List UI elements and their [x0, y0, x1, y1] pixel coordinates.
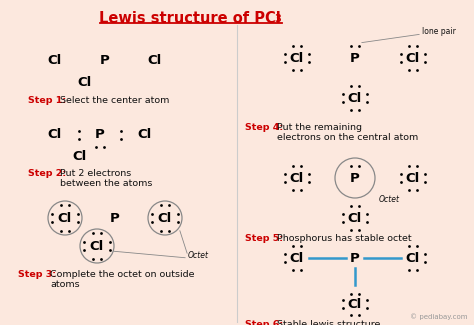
Text: Step 2:: Step 2:: [28, 169, 66, 178]
Text: Step 6:: Step 6:: [245, 320, 283, 325]
Text: Put 2 electrons
between the atoms: Put 2 electrons between the atoms: [60, 169, 152, 188]
Text: Cl: Cl: [48, 54, 62, 67]
Text: Cl: Cl: [138, 128, 152, 141]
Text: Select the center atom: Select the center atom: [60, 96, 169, 105]
Text: Cl: Cl: [58, 212, 72, 225]
Text: P: P: [350, 172, 360, 185]
Text: Cl: Cl: [348, 212, 362, 225]
Text: lone pair: lone pair: [422, 28, 456, 36]
Text: Cl: Cl: [406, 51, 420, 64]
Text: © pediabay.com: © pediabay.com: [410, 313, 468, 320]
Text: Cl: Cl: [48, 128, 62, 141]
Text: Cl: Cl: [148, 54, 162, 67]
Text: Step 3:: Step 3:: [18, 270, 56, 279]
Text: Cl: Cl: [406, 252, 420, 265]
Text: Lewis structure of PCl: Lewis structure of PCl: [99, 11, 281, 26]
Text: P: P: [350, 252, 360, 265]
Text: Cl: Cl: [90, 240, 104, 253]
Text: Octet: Octet: [188, 252, 209, 261]
Text: Cl: Cl: [290, 252, 304, 265]
Text: P: P: [100, 54, 110, 67]
Text: Octet: Octet: [379, 196, 400, 204]
Text: Step 5:: Step 5:: [245, 234, 283, 243]
Text: Step 4:: Step 4:: [245, 123, 283, 132]
Text: Phosphorus has stable octet: Phosphorus has stable octet: [277, 234, 411, 243]
Text: Cl: Cl: [290, 172, 304, 185]
Text: Cl: Cl: [78, 75, 92, 88]
Text: P: P: [110, 212, 120, 225]
Text: Cl: Cl: [348, 297, 362, 310]
Text: 3: 3: [274, 14, 281, 24]
Text: P: P: [350, 51, 360, 64]
Text: Cl: Cl: [158, 212, 172, 225]
Text: Complete the octet on outside
atoms: Complete the octet on outside atoms: [50, 270, 194, 289]
Text: Put the remaining
electrons on the central atom: Put the remaining electrons on the centr…: [277, 123, 418, 142]
Text: Stable lewis structure: Stable lewis structure: [277, 320, 380, 325]
Text: Step 1:: Step 1:: [28, 96, 66, 105]
Text: Cl: Cl: [406, 172, 420, 185]
Text: Cl: Cl: [348, 92, 362, 105]
Text: Cl: Cl: [290, 51, 304, 64]
Text: P: P: [95, 128, 105, 141]
Text: Cl: Cl: [73, 150, 87, 163]
